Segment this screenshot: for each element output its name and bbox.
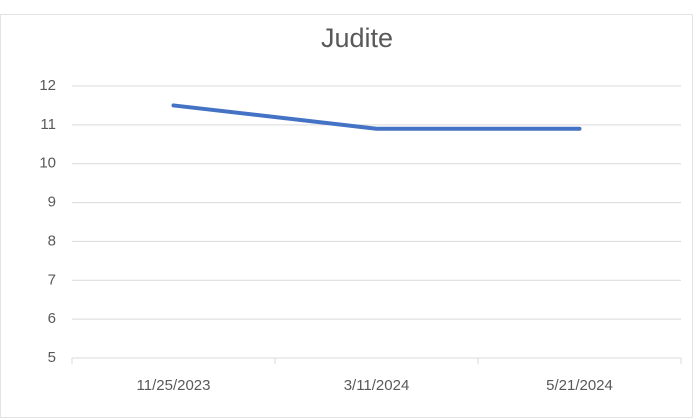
x-tick-label: 5/21/2024 xyxy=(546,377,613,394)
y-tick-label: 11 xyxy=(40,116,56,133)
chart-title: Judite xyxy=(321,23,393,53)
y-tick-label: 7 xyxy=(48,271,56,288)
x-tick-label: 3/11/2024 xyxy=(344,377,410,394)
x-tick-label: 11/25/2023 xyxy=(137,377,211,394)
y-tick-label: 5 xyxy=(48,349,56,366)
y-tick-label: 8 xyxy=(48,232,56,249)
y-tick-label: 12 xyxy=(39,77,56,94)
y-tick-label: 9 xyxy=(48,194,56,211)
chart-border xyxy=(0,14,693,418)
line xyxy=(171,103,582,131)
y-tick-label: 6 xyxy=(48,310,56,327)
y-tick-label: 10 xyxy=(39,155,56,172)
